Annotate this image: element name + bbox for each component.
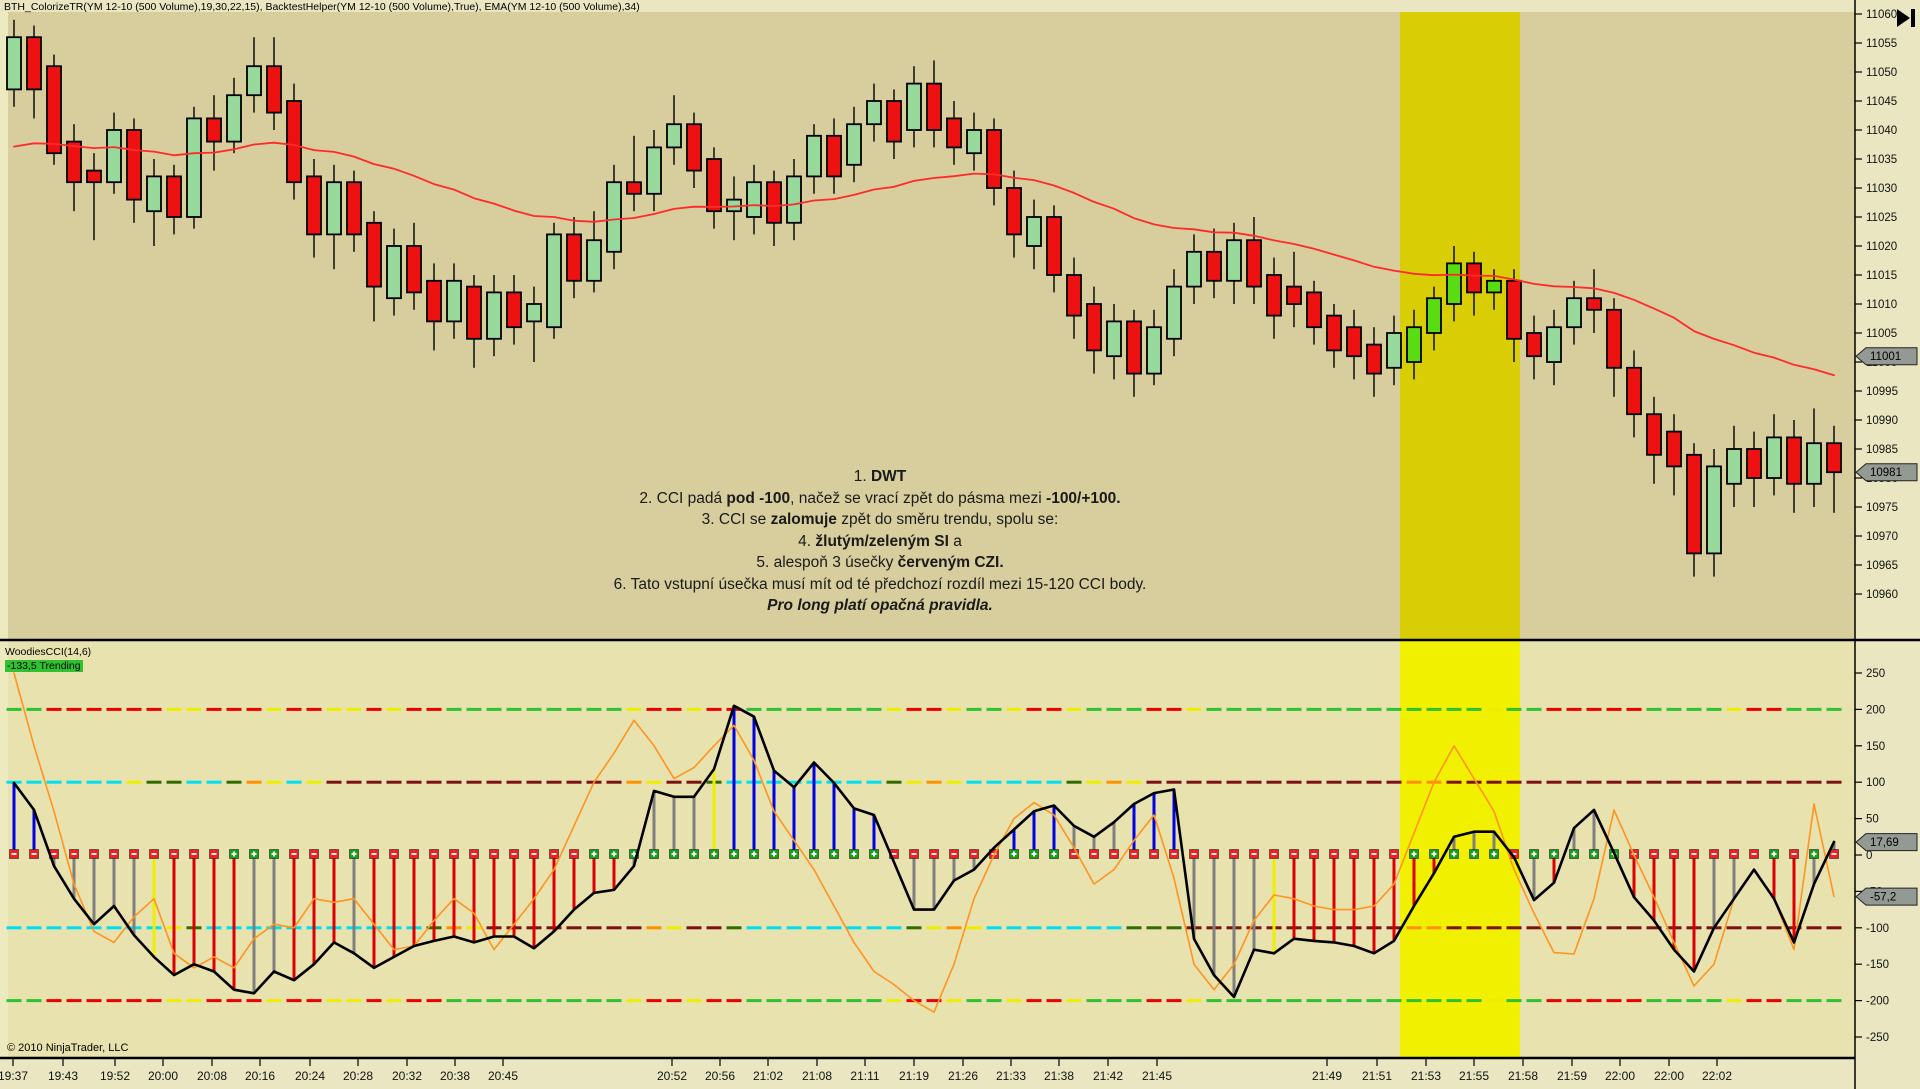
svg-text:22:00: 22:00 [1605, 1069, 1635, 1083]
svg-text:10990: 10990 [1866, 415, 1898, 427]
svg-text:10975: 10975 [1866, 502, 1898, 514]
svg-text:20:52: 20:52 [657, 1069, 687, 1083]
chart-indicator-title: BTH_ColorizeTR(YM 12-10 (500 Volume),19,… [4, 1, 640, 13]
price-chart[interactable] [6, 19, 1842, 577]
svg-text:0: 0 [1866, 850, 1872, 862]
svg-text:21:49: 21:49 [1312, 1069, 1342, 1083]
svg-text:20:56: 20:56 [705, 1069, 735, 1083]
svg-text:21:55: 21:55 [1459, 1069, 1489, 1083]
svg-text:11015: 11015 [1866, 270, 1897, 282]
svg-text:11020: 11020 [1866, 241, 1897, 253]
svg-text:20:08: 20:08 [197, 1069, 227, 1083]
svg-text:21:53: 21:53 [1411, 1069, 1441, 1083]
svg-text:11005: 11005 [1866, 328, 1897, 340]
svg-text:10985: 10985 [1866, 444, 1898, 456]
svg-text:11050: 11050 [1866, 67, 1897, 79]
svg-text:10965: 10965 [1866, 560, 1898, 572]
svg-text:11055: 11055 [1866, 38, 1897, 50]
svg-text:21:33: 21:33 [996, 1069, 1026, 1083]
svg-text:20:00: 20:00 [148, 1069, 178, 1083]
axis-value-badge: 17,69 [1855, 833, 1918, 852]
axis-value-badge: 11001 [1855, 347, 1918, 366]
svg-text:-200: -200 [1866, 996, 1889, 1008]
svg-text:20:28: 20:28 [343, 1069, 373, 1083]
svg-text:21:58: 21:58 [1508, 1069, 1538, 1083]
svg-text:11040: 11040 [1866, 125, 1897, 137]
time-axis[interactable]: 19:37 19:43 19:52 20:00 20:08 20:16 20:24 20:28… [0, 1058, 1732, 1083]
svg-text:21:26: 21:26 [948, 1069, 978, 1083]
svg-text:21:45: 21:45 [1142, 1069, 1172, 1083]
svg-text:20:45: 20:45 [488, 1069, 518, 1083]
svg-text:10995: 10995 [1866, 386, 1898, 398]
svg-text:150: 150 [1866, 741, 1885, 753]
highlight-band-lower [1400, 640, 1520, 1058]
svg-text:11025: 11025 [1866, 212, 1897, 224]
svg-text:19:52: 19:52 [100, 1069, 130, 1083]
svg-text:21:38: 21:38 [1044, 1069, 1074, 1083]
svg-text:19:43: 19:43 [48, 1069, 78, 1083]
copyright-label: © 2010 NinjaTrader, LLC [7, 1042, 129, 1054]
pause-bar-icon [1911, 9, 1915, 27]
svg-text:21:02: 21:02 [753, 1069, 783, 1083]
svg-text:21:19: 21:19 [899, 1069, 929, 1083]
svg-text:22:02: 22:02 [1702, 1069, 1732, 1083]
svg-text:-57,2: -57,2 [1870, 892, 1896, 904]
svg-text:10970: 10970 [1866, 531, 1898, 543]
svg-text:-150: -150 [1866, 959, 1889, 971]
price-axis[interactable]: 11060 11055 11050 11045 11040 11035 11030 11025… [1855, 9, 1918, 601]
svg-text:20:24: 20:24 [295, 1069, 325, 1083]
svg-text:11045: 11045 [1866, 96, 1897, 108]
svg-text:20:16: 20:16 [245, 1069, 275, 1083]
svg-text:250: 250 [1866, 668, 1885, 680]
svg-text:-100: -100 [1866, 923, 1889, 935]
woodies-cci-panel[interactable] [6, 672, 1842, 1014]
svg-text:20:32: 20:32 [392, 1069, 422, 1083]
svg-text:17,69: 17,69 [1870, 837, 1899, 849]
cci-line [12, 704, 1836, 999]
svg-text:22:00: 22:00 [1654, 1069, 1684, 1083]
axis-value-badge: 10981 [1855, 463, 1918, 482]
svg-text:20:38: 20:38 [440, 1069, 470, 1083]
svg-text:200: 200 [1866, 704, 1885, 716]
cci-axis[interactable]: 250200150100500-50-100-150-200-25017,69-… [1855, 668, 1918, 1044]
svg-text:11010: 11010 [1866, 299, 1897, 311]
svg-text:21:42: 21:42 [1093, 1069, 1123, 1083]
svg-text:21:59: 21:59 [1557, 1069, 1587, 1083]
svg-text:10960: 10960 [1866, 589, 1898, 601]
play-triangle-icon [1897, 9, 1910, 27]
ema-line [13, 141, 1835, 377]
svg-text:11001: 11001 [1870, 351, 1901, 363]
svg-text:-250: -250 [1866, 1032, 1889, 1044]
svg-text:19:37: 19:37 [0, 1069, 28, 1083]
svg-text:11030: 11030 [1866, 183, 1897, 195]
svg-text:10981: 10981 [1870, 467, 1902, 479]
highlight-band-top [1400, 12, 1520, 640]
svg-text:21:08: 21:08 [802, 1069, 832, 1083]
svg-text:11060: 11060 [1866, 9, 1897, 21]
svg-text:11035: 11035 [1866, 154, 1897, 166]
svg-text:21:51: 21:51 [1362, 1069, 1392, 1083]
go-to-last-bar-icon[interactable] [1897, 8, 1919, 28]
woodies-cci-status-badge: -133,5 Trending [5, 660, 83, 672]
svg-text:21:11: 21:11 [850, 1069, 879, 1083]
svg-text:100: 100 [1866, 777, 1885, 789]
woodies-cci-label: WoodiesCCI(14,6) [5, 646, 92, 658]
axis-value-badge: -57,2 [1855, 887, 1918, 906]
cci-turbo-line [13, 672, 1835, 1014]
svg-text:50: 50 [1866, 814, 1879, 826]
strategy-rules-annotation: 1. DWT 2. CCI padá pod -100, načež se vra… [613, 468, 1147, 614]
